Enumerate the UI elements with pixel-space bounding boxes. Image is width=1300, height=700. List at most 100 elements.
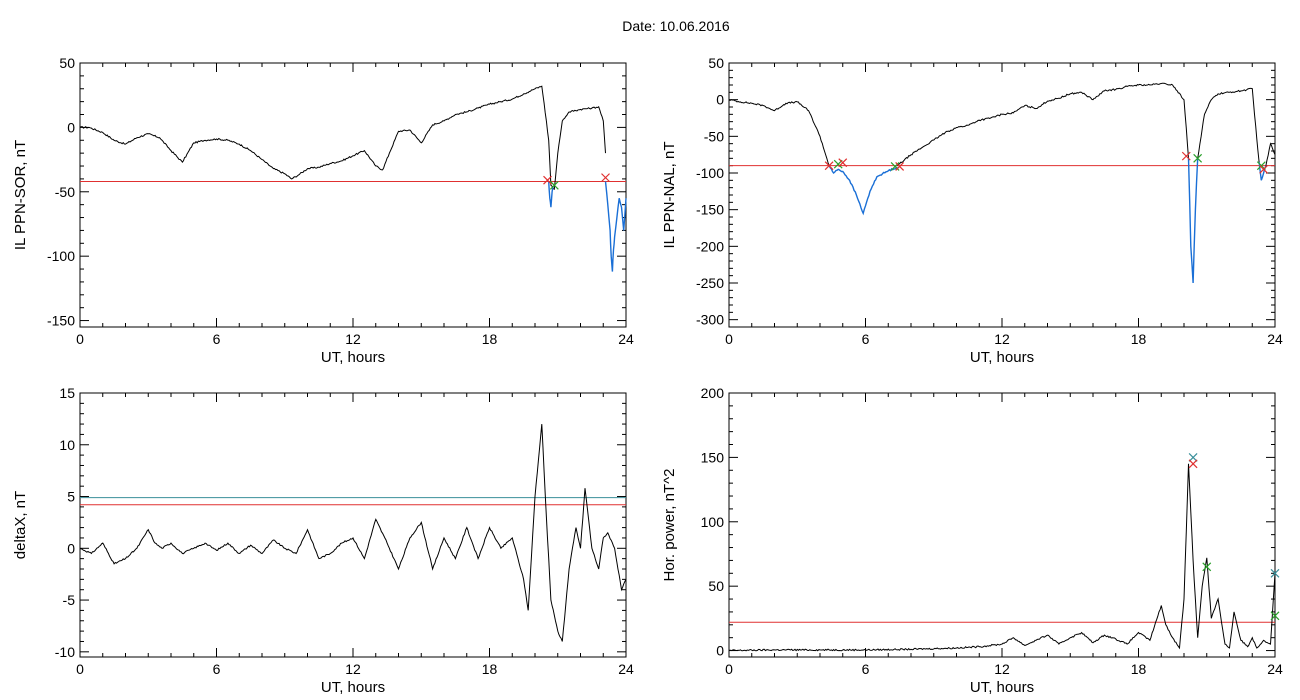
cross-marker-stroke: [1188, 459, 1198, 469]
cross-marker: [1202, 562, 1212, 572]
y-tick-label: -250: [696, 275, 724, 291]
cross-marker-stroke: [601, 173, 610, 183]
y-tick-label: -50: [704, 128, 724, 144]
cross-marker: [1181, 151, 1191, 161]
x-tick-label: 6: [862, 331, 870, 347]
x-tick-label: 24: [618, 661, 634, 677]
cross-marker-stroke: [1181, 151, 1191, 161]
chart-sor: 0 6 12 18 24 50 0 -50 -100 -150 UT, hours IL PPN-SO…: [12, 55, 634, 366]
x-tick-label: 18: [482, 661, 498, 677]
cross-marker-stroke: [1270, 568, 1280, 578]
cross-marker-stroke: [895, 161, 905, 171]
y-tick-label: -200: [696, 238, 724, 254]
y-tick-label: 0: [67, 540, 75, 556]
cross-marker-stroke: [1202, 562, 1212, 572]
y-tick-label: -100: [696, 165, 724, 181]
x-tick-label: 0: [76, 331, 84, 347]
x-tick-label: 12: [994, 661, 1010, 677]
cross-marker: [1270, 611, 1280, 621]
cross-marker: [1259, 164, 1269, 174]
x-tick-label: 12: [345, 331, 361, 347]
y-tick-label: 50: [708, 578, 724, 594]
x-tick-label: 18: [482, 331, 498, 347]
y-tick-label: 10: [59, 437, 75, 453]
x-axis-title: UT, hours: [321, 679, 385, 696]
highlight-trace: [604, 181, 627, 272]
y-tick-label: 15: [59, 385, 75, 401]
x-tick-label: 0: [76, 661, 84, 677]
cross-marker-stroke: [824, 161, 834, 171]
highlight-trace: [548, 181, 554, 208]
chart-nal: 0 6 12 18 24 50 0 -50 -100 -150 -200 -250 -300 UT, ho…: [661, 55, 1283, 366]
x-tick-label: 12: [994, 331, 1010, 347]
data-trace: [545, 106, 606, 190]
plot-frame: [79, 392, 627, 658]
cross-marker: [895, 161, 905, 171]
y-tick-label: 200: [701, 385, 725, 401]
page-title: Date: 10.06.2016: [622, 18, 730, 34]
y-tick-label: 50: [708, 55, 724, 71]
y-tick-label: -100: [47, 248, 75, 264]
x-tick-label: 24: [618, 331, 634, 347]
x-axis-title: UT, hours: [970, 349, 1034, 366]
x-tick-label: 18: [1131, 661, 1147, 677]
cross-marker-stroke: [838, 158, 848, 168]
cross-marker-stroke: [1270, 611, 1280, 621]
cross-marker: [824, 161, 834, 171]
data-trace: [728, 99, 830, 166]
y-tick-label: -150: [696, 202, 724, 218]
x-tick-label: 6: [862, 661, 870, 677]
cross-marker-stroke: [1193, 153, 1203, 163]
chart-deltax: 0 6 12 18 24 15 10 5 0 -5 -10 UT, hours deltaX, nT: [12, 385, 634, 696]
data-trace: [1197, 87, 1260, 163]
x-tick-label: 24: [1267, 331, 1283, 347]
highlight-trace: [828, 165, 898, 216]
plot-frame: [728, 62, 1276, 328]
y-tick-label: -50: [55, 184, 75, 200]
data-trace: [79, 424, 627, 642]
x-tick-label: 18: [1131, 331, 1147, 347]
y-tick-label: 5: [67, 489, 75, 505]
cross-marker-stroke: [543, 175, 552, 185]
cross-marker: [838, 158, 848, 168]
cross-marker: [543, 175, 552, 185]
plot-frame: [728, 392, 1276, 658]
cross-marker-stroke: [1259, 164, 1269, 174]
cross-marker: [601, 173, 610, 183]
chart-power: 0 6 12 18 24 200 150 100 50 0 UT, hours Hor. power,…: [661, 385, 1283, 696]
y-tick-label: 100: [701, 514, 725, 530]
y-tick-label: 150: [701, 449, 725, 465]
x-tick-label: 0: [725, 331, 733, 347]
y-axis-title: Hor. power, nT^2: [661, 469, 678, 582]
y-tick-label: -10: [55, 644, 75, 660]
cross-marker: [1270, 568, 1280, 578]
y-axis-title: IL PPN-SOR, nT: [12, 140, 29, 250]
y-tick-label: 0: [716, 643, 724, 659]
cross-marker-stroke: [1256, 161, 1266, 171]
x-tick-label: 12: [345, 661, 361, 677]
x-axis-title: UT, hours: [970, 679, 1034, 696]
y-tick-label: 0: [67, 119, 75, 135]
y-tick-label: -300: [696, 312, 724, 328]
data-trace: [897, 82, 1189, 167]
y-tick-label: -5: [63, 592, 76, 608]
cross-marker: [1188, 459, 1198, 469]
cross-marker-stroke: [1188, 452, 1198, 462]
x-axis-title: UT, hours: [321, 349, 385, 366]
y-axis-title: deltaX, nT: [12, 491, 29, 559]
data-trace: [79, 85, 547, 180]
cross-marker-stroke: [549, 180, 559, 190]
y-axis-title: IL PPN-NAL, nT: [661, 142, 678, 249]
cross-marker: [1193, 153, 1203, 163]
x-tick-label: 24: [1267, 661, 1283, 677]
y-tick-label: 50: [59, 55, 75, 71]
cross-marker: [549, 180, 559, 190]
y-tick-label: -150: [47, 313, 75, 329]
x-tick-label: 6: [213, 661, 221, 677]
highlight-trace: [1187, 158, 1199, 284]
cross-marker: [1188, 452, 1198, 462]
x-tick-label: 6: [213, 331, 221, 347]
y-tick-label: 0: [716, 92, 724, 108]
data-trace: [728, 463, 1276, 652]
